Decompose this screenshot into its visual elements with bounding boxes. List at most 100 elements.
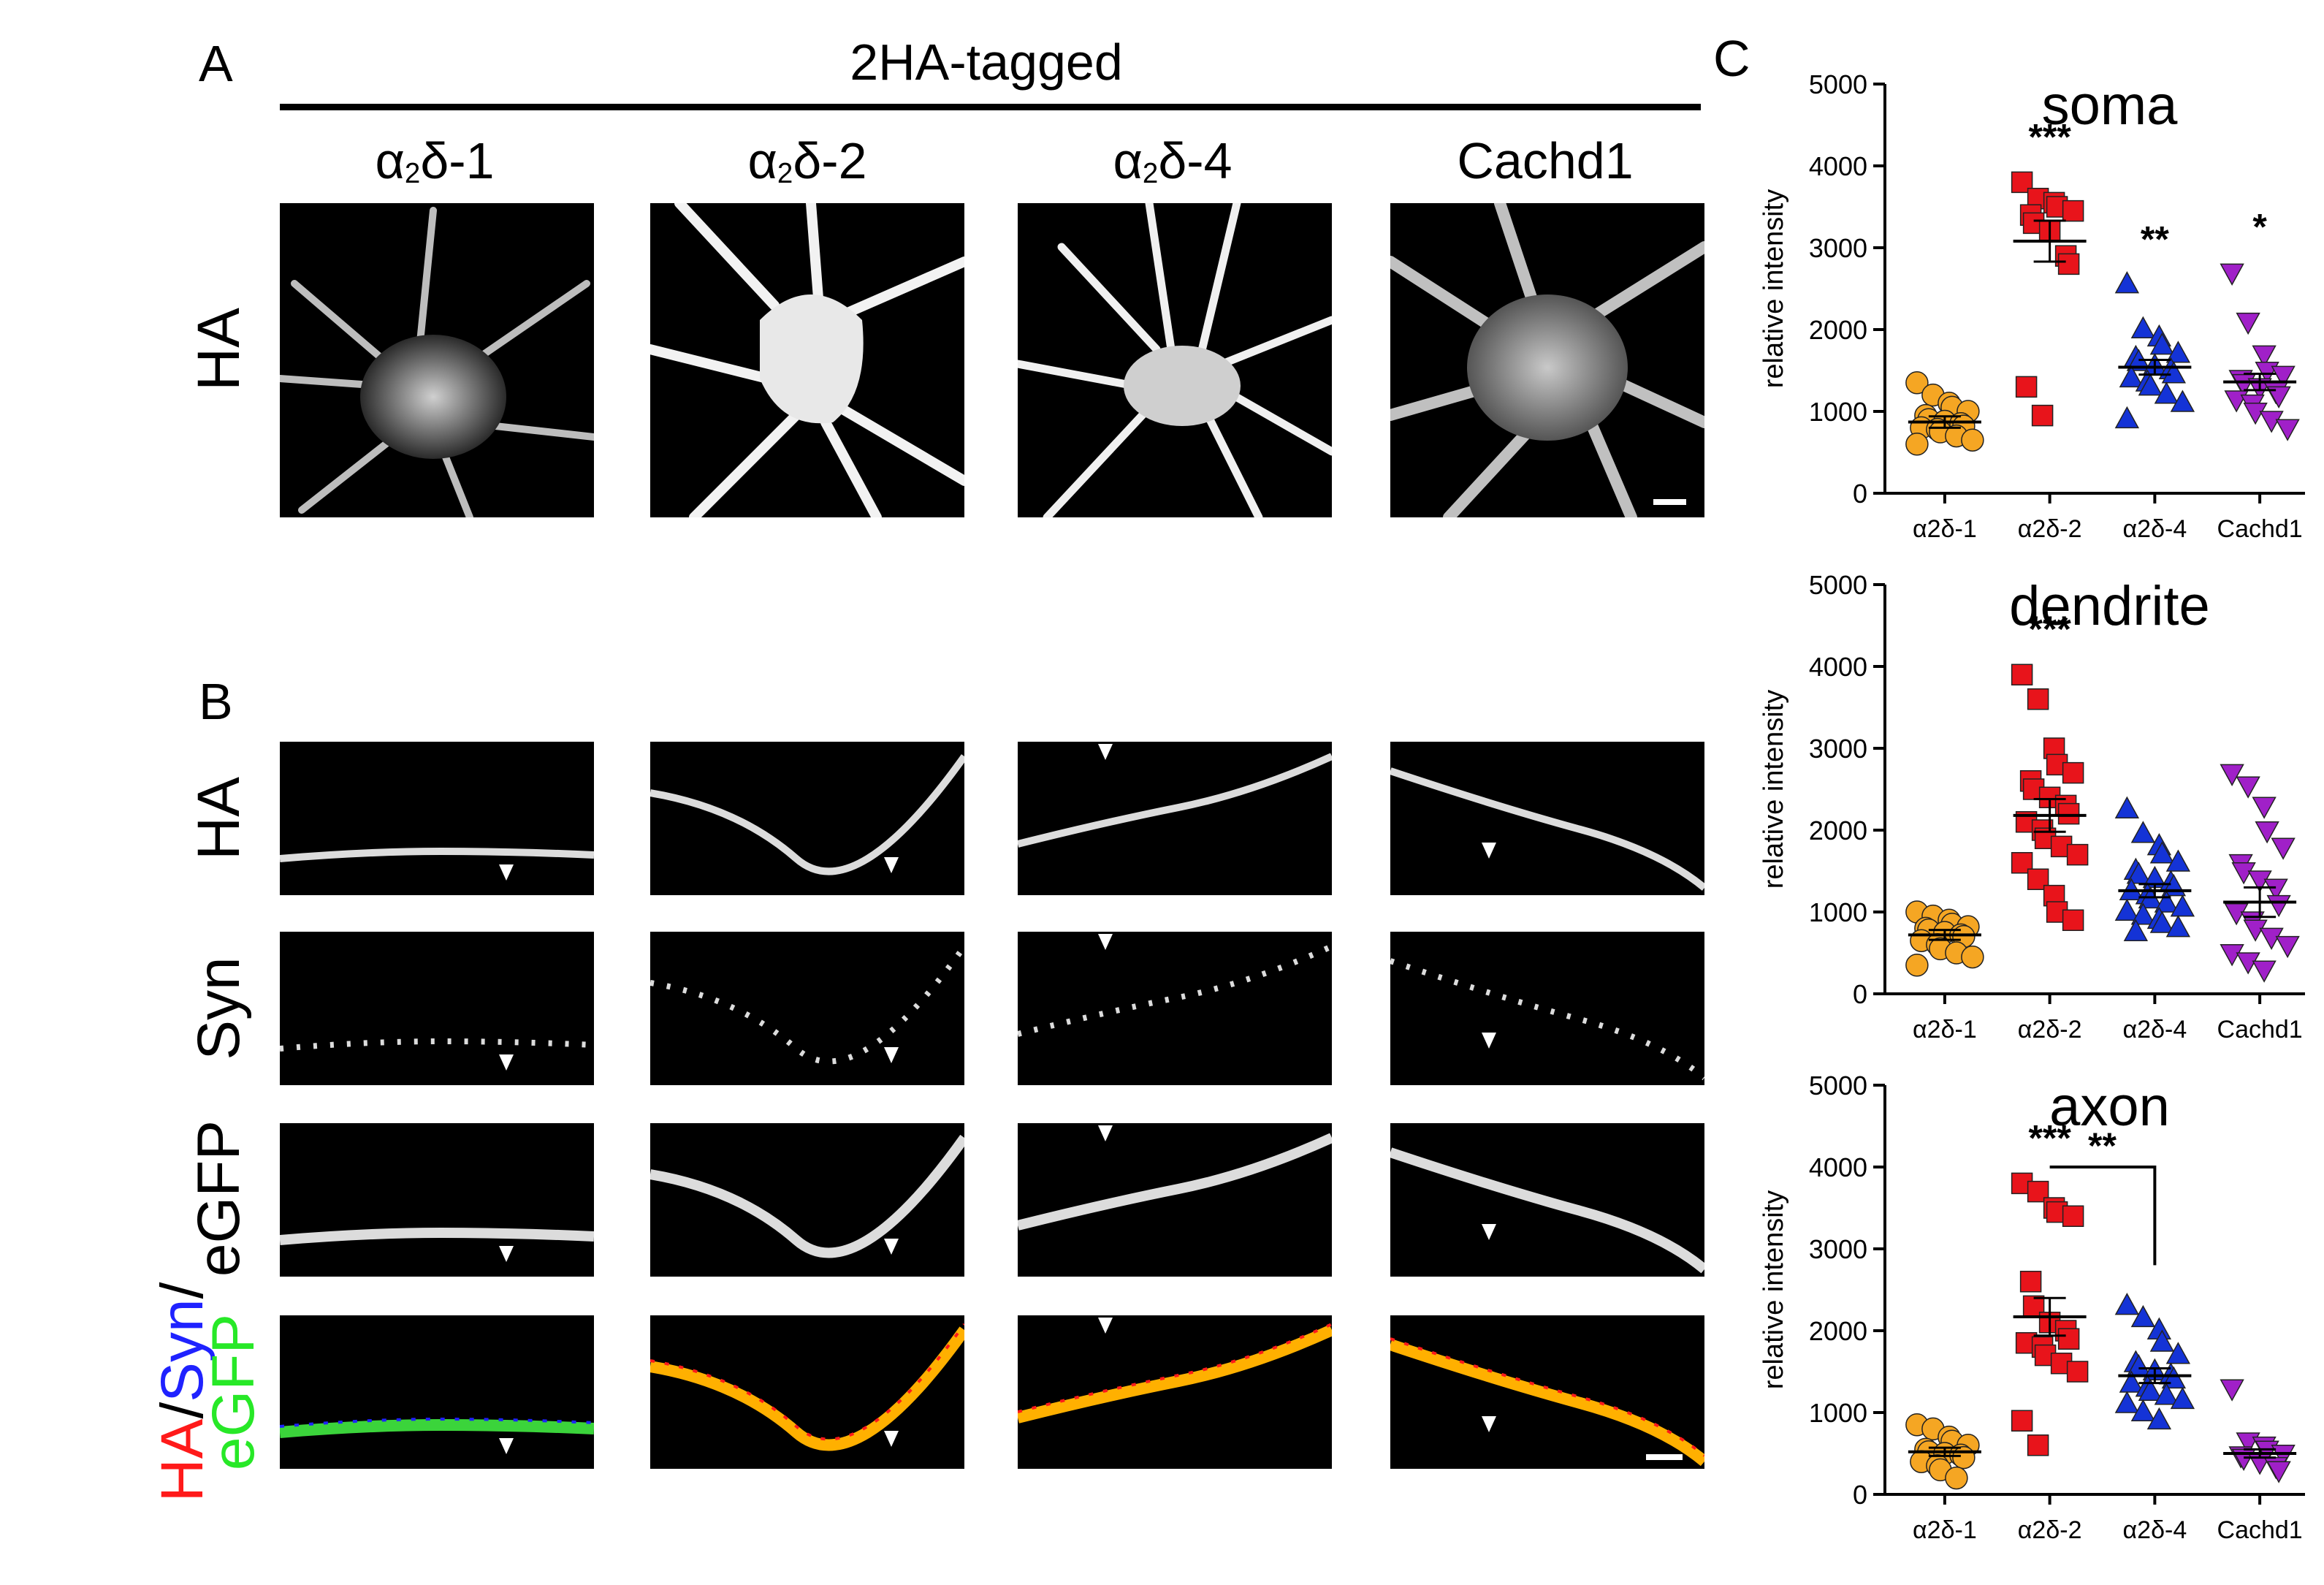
- data-point: [2062, 761, 2084, 784]
- panel-a-row-label-ha: HA: [186, 308, 252, 391]
- data-point: [2271, 365, 2296, 388]
- x-tick-label: α2δ-1: [1913, 515, 1977, 543]
- y-tick-label: 2000: [1809, 816, 1867, 845]
- data-point: [2031, 404, 2054, 427]
- micrograph-soma-a2d1: [280, 203, 594, 517]
- micrograph-ha-cachd1: [1390, 742, 1704, 895]
- micrograph-soma-a2d2: [650, 203, 964, 517]
- data-point: [2220, 263, 2244, 286]
- panel-b-row-label-syn: Syn: [186, 957, 252, 1060]
- data-point: [1905, 954, 1929, 977]
- x-tick-label: α2δ-2: [2018, 1016, 2082, 1044]
- data-point: [2275, 935, 2300, 959]
- y-tick-label: 1000: [1809, 897, 1867, 927]
- data-point: [2161, 361, 2187, 384]
- data-point: [2149, 1329, 2175, 1352]
- data-point: [2266, 894, 2291, 918]
- micrograph-ha-a2d4: [1018, 742, 1332, 895]
- column-header-a2d1: α2δ-1: [375, 132, 495, 189]
- data-point: [1905, 433, 1929, 456]
- panel-a-letter: A: [199, 35, 233, 92]
- x-tick-label: α2δ-4: [2123, 1516, 2187, 1544]
- data-point: [2275, 419, 2300, 441]
- data-point: [2255, 821, 2279, 844]
- y-tick-label: 3000: [1809, 734, 1867, 764]
- significance-bracket: [2049, 1166, 2157, 1266]
- data-point: [2165, 341, 2191, 363]
- x-tick-label: α2δ-2: [2018, 515, 2082, 543]
- arrowhead-icon: [1482, 843, 1496, 859]
- y-axis-label: relative intensity: [1759, 690, 1789, 889]
- data-point: [2123, 919, 2149, 941]
- data-point: [2154, 381, 2179, 404]
- arrowhead-icon: [1482, 1224, 1496, 1240]
- data-point: [2130, 902, 2156, 925]
- x-tick-label: Cachd1: [2217, 1516, 2303, 1544]
- data-point: [2057, 1328, 2080, 1350]
- y-axis-label: relative intensity: [1759, 1190, 1789, 1389]
- micrograph-soma-cachd1: [1390, 203, 1704, 517]
- arrowhead-icon: [499, 1438, 514, 1454]
- y-tick-label: 1000: [1809, 397, 1867, 427]
- data-point: [2154, 1383, 2179, 1405]
- arrowhead-icon: [884, 1239, 899, 1255]
- data-point: [2015, 376, 2038, 398]
- data-point: [2130, 821, 2156, 843]
- arrowhead-icon: [884, 1431, 899, 1447]
- data-point: [2114, 1293, 2140, 1315]
- data-point: [2149, 911, 2175, 933]
- data-point: [2220, 1379, 2244, 1402]
- data-point: [2165, 1342, 2191, 1364]
- data-point: [2252, 797, 2277, 819]
- data-point: [1961, 945, 1984, 969]
- data-point: [2138, 373, 2163, 396]
- panel-b-row-label-ha: HA: [186, 777, 252, 860]
- arrowhead-icon: [1482, 1033, 1496, 1049]
- significance-label: **: [2141, 218, 2169, 259]
- panel-b-row-label-egfp: eGFP: [186, 1120, 252, 1277]
- data-point: [2011, 664, 2033, 685]
- y-tick-label: 4000: [1809, 1152, 1867, 1182]
- chart-axon: 0 1000 2000 3000 4000 5000 α2δ-1 α2δ-2 α2δ-4 Cach…: [1731, 1060, 2316, 1571]
- data-point: [2062, 909, 2084, 931]
- y-axis-label: relative intensity: [1759, 189, 1789, 388]
- data-point: [2220, 764, 2244, 786]
- data-point: [2165, 849, 2191, 872]
- column-header-a2d2: α2δ-2: [747, 132, 867, 189]
- data-point: [2138, 1378, 2163, 1401]
- panel-a-title-rule: [280, 104, 1701, 110]
- arrowhead-icon: [499, 864, 514, 881]
- data-point: [2019, 1271, 2042, 1293]
- micrograph-merge-a2d1: [280, 1315, 594, 1469]
- data-point: [2114, 406, 2140, 429]
- data-point: [2149, 332, 2175, 355]
- micrograph-merge-cachd1: [1390, 1315, 1704, 1469]
- y-tick-label: 3000: [1809, 233, 1867, 263]
- data-point: [2271, 1445, 2296, 1467]
- y-tick-label: 2000: [1809, 1316, 1867, 1346]
- data-point: [2252, 960, 2277, 983]
- data-point: [2066, 843, 2089, 866]
- panel-c-letter: C: [1713, 30, 1750, 87]
- y-tick-label: 5000: [1809, 69, 1867, 99]
- micrograph-merge-a2d2: [650, 1315, 964, 1469]
- significance-label: ***: [2028, 116, 2071, 157]
- micrograph-syn-cachd1: [1390, 932, 1704, 1085]
- x-tick-label: α2δ-2: [2018, 1516, 2082, 1544]
- data-point: [2114, 271, 2140, 294]
- data-point: [1952, 1445, 1976, 1470]
- scale-bar: [1646, 1454, 1683, 1460]
- micrograph-egfp-a2d2: [650, 1123, 964, 1277]
- data-point: [2271, 837, 2296, 860]
- significance-label: ***: [2028, 1117, 2071, 1158]
- y-tick-label: 2000: [1809, 315, 1867, 345]
- chart-title: soma: [2042, 75, 2179, 137]
- micrograph-ha-a2d2: [650, 742, 964, 895]
- data-point: [2114, 1391, 2140, 1413]
- data-point: [2066, 1361, 2089, 1383]
- micrograph-egfp-a2d1: [280, 1123, 594, 1277]
- data-point: [2170, 894, 2195, 917]
- arrowhead-icon: [1098, 1125, 1113, 1141]
- data-point: [2236, 776, 2260, 799]
- data-point: [2154, 890, 2179, 913]
